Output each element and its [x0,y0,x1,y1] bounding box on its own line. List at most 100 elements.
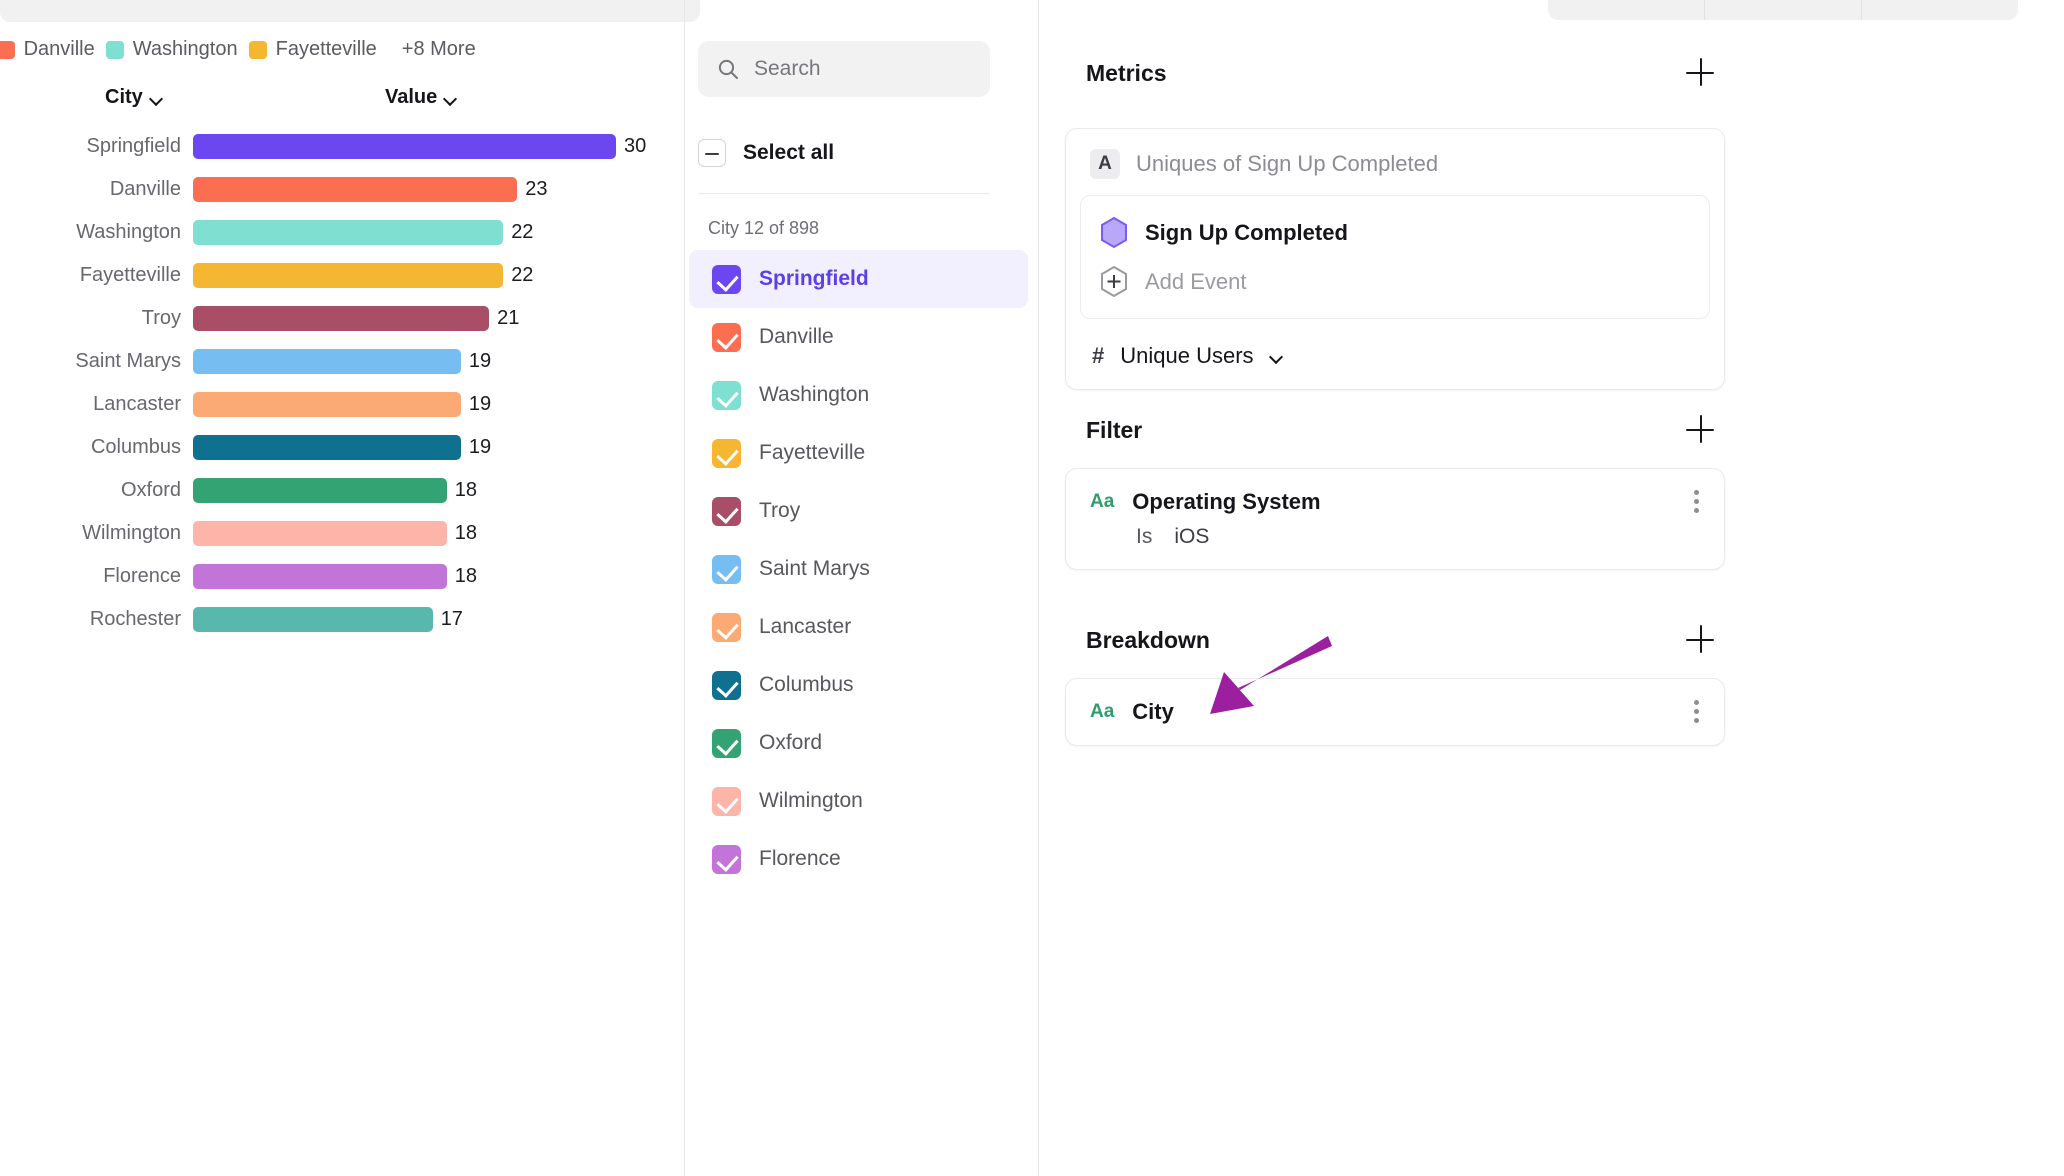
search-icon [718,59,738,79]
legend-item-washington[interactable]: Washington [105,38,238,61]
bar-fill[interactable] [193,521,447,546]
bar-row[interactable]: Washington 22 [0,211,684,254]
checkbox-checked-icon[interactable] [712,496,741,526]
bar-fill[interactable] [193,435,461,460]
legend-swatch-icon [0,40,15,59]
metric-measure-label: Unique Users [1120,343,1254,368]
event-row-sign-up-completed[interactable]: Sign Up Completed [1081,208,1709,257]
bar-row[interactable]: Oxford 18 [0,469,684,512]
option-row[interactable]: Saint Marys [689,540,1028,598]
checkbox-checked-icon[interactable] [712,438,741,468]
bar-row[interactable]: Fayetteville 22 [0,254,684,297]
option-row[interactable]: Lancaster [689,598,1028,656]
bar-track: 22 [193,254,684,297]
search-input[interactable]: Search [698,41,990,97]
add-event-row[interactable]: Add Event [1081,257,1709,306]
metric-letter-badge: A [1090,149,1120,179]
checkbox-checked-icon[interactable] [712,380,741,410]
top-toolbar-strip [0,0,2064,22]
checkbox-checked-icon[interactable] [712,612,741,642]
bar-fill[interactable] [193,478,447,503]
bar-value-label: 22 [511,221,534,243]
metric-events-card: Sign Up Completed Add Event [1080,195,1710,319]
bar-fill[interactable] [193,220,504,245]
checkbox-checked-icon[interactable] [712,786,741,816]
metric-card: A Uniques of Sign Up Completed Sign Up C… [1065,128,1725,390]
option-row[interactable]: Oxford [689,714,1028,772]
bar-category-label: Oxford [120,479,181,501]
bar-fill[interactable] [193,306,490,331]
bar-row[interactable]: Wilmington 18 [0,512,684,555]
kebab-menu-icon[interactable] [1694,699,1700,725]
option-list: Springfield Danville Washington Fayettevill… [685,250,1038,888]
add-breakdown-plus-icon[interactable] [1686,625,1716,655]
legend-swatch-icon [248,40,267,59]
option-label: Lancaster [759,615,852,638]
bar-row[interactable]: Rochester 17 [0,598,684,641]
option-row[interactable]: Fayetteville [689,424,1028,482]
chart-toolbar-segment-right[interactable] [1548,0,2018,20]
chart-toolbar-segment-left[interactable] [0,0,700,22]
option-row[interactable]: Wilmington [689,772,1028,830]
bar-row[interactable]: Springfield 30 [0,125,684,168]
column-header-city[interactable]: City [105,86,163,109]
checkbox-checked-icon[interactable] [712,322,741,352]
legend-item-fayetteville[interactable]: Fayetteville [248,38,377,61]
option-row[interactable]: Danville [689,308,1028,366]
bar-fill[interactable] [193,607,433,632]
bar-category-label: Fayetteville [79,264,181,286]
breakdown-card[interactable]: Aa City [1065,678,1725,746]
legend-item-danville[interactable]: Danville [0,38,95,61]
checkbox-checked-icon[interactable] [712,670,741,700]
checkbox-checked-icon[interactable] [712,728,741,758]
filter-property-row[interactable]: Aa Operating System [1066,469,1724,519]
bar-track: 17 [193,598,684,641]
event-name: Sign Up Completed [1145,219,1348,245]
bar-fill[interactable] [193,263,504,288]
bar-fill[interactable] [193,177,518,202]
filter-property-name: Operating System [1132,489,1321,514]
bar-row[interactable]: Troy 21 [0,297,684,340]
bar-row[interactable]: Danville 23 [0,168,684,211]
checkbox-checked-icon[interactable] [712,554,741,584]
breakdown-property-name: City [1132,699,1174,724]
breakdown-property-row[interactable]: Aa City [1066,679,1724,745]
option-row[interactable]: Florence [689,830,1028,888]
option-row[interactable]: Troy [689,482,1028,540]
bar-category-label: Florence [103,565,181,587]
bar-row[interactable]: Florence 18 [0,555,684,598]
option-row[interactable]: Columbus [689,656,1028,714]
bar-row[interactable]: Columbus 19 [0,426,684,469]
select-all-label: Select all [743,141,835,164]
filter-condition-row[interactable]: Is iOS [1066,519,1724,569]
hexagon-icon [1101,216,1127,249]
kebab-menu-icon[interactable] [1694,489,1700,515]
bar-track: 23 [193,168,684,211]
chevron-down-icon [150,94,163,102]
toolbar-segment-cell-2[interactable] [1705,0,1862,20]
bar-track: 19 [193,383,684,426]
option-row[interactable]: Washington [689,366,1028,424]
select-all-checkbox-indeterminate-icon[interactable] [698,139,726,167]
bar-row[interactable]: Saint Marys 19 [0,340,684,383]
bar-fill[interactable] [193,564,447,589]
legend-label: Washington [132,38,238,60]
bar-fill[interactable] [193,349,461,374]
breakdown-section-header: Breakdown [1086,625,1716,655]
bar-fill[interactable] [193,392,461,417]
add-filter-plus-icon[interactable] [1686,415,1716,445]
metric-measure-selector[interactable]: # Unique Users [1066,333,1724,389]
filter-card[interactable]: Aa Operating System Is iOS [1065,468,1725,570]
checkbox-checked-icon[interactable] [712,844,741,874]
toolbar-segment-cell-1[interactable] [1548,0,1705,20]
bar-fill[interactable] [193,134,616,159]
checkbox-checked-icon[interactable] [712,264,741,294]
select-all-row[interactable]: Select all [698,132,990,174]
column-header-value[interactable]: Value [385,86,457,109]
bar-category-label: Springfield [86,135,181,157]
legend-more-button[interactable]: +8 More [401,38,476,60]
bar-chart: Springfield 30 Danville 23 Washington 22 Fayet… [0,125,684,641]
bar-row[interactable]: Lancaster 19 [0,383,684,426]
add-metric-plus-icon[interactable] [1686,58,1716,88]
option-row[interactable]: Springfield [689,250,1028,308]
